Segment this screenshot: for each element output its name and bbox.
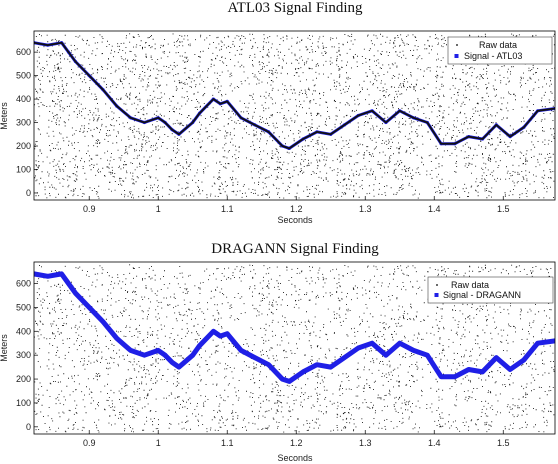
y-tick-label: 0 <box>26 422 31 432</box>
y-tick-label: 200 <box>16 374 31 384</box>
x-tick-label: 1 <box>156 438 161 448</box>
x-tick-label: 1.4 <box>428 438 441 448</box>
legend-marker-signal <box>454 54 459 58</box>
signal-line-path <box>34 41 555 150</box>
chart-title: ATL03 Signal Finding <box>227 0 363 16</box>
x-tick-label: 1.1 <box>221 204 234 214</box>
y-tick-label: 300 <box>16 118 31 128</box>
signal-points <box>34 271 555 384</box>
y-tick-label: 0 <box>26 188 31 198</box>
legend-label-raw: Raw data <box>451 280 489 290</box>
x-tick-label: 0.9 <box>83 438 96 448</box>
x-axis-label: Seconds <box>277 215 313 225</box>
x-tick-label: 0.9 <box>83 204 96 214</box>
y-tick-label: 600 <box>16 47 31 57</box>
chart-title: DRAGANN Signal Finding <box>211 241 379 257</box>
y-tick-label: 100 <box>16 164 31 174</box>
y-axis-ticks: 0 100 200 300 400 500 600 <box>16 47 38 198</box>
legend-marker-raw <box>436 284 438 286</box>
legend-marker-raw <box>456 44 458 46</box>
atl03-chart: ATL03 Signal Finding 0.9 1 1.1 1.2 1.3 1.4 1.5… <box>0 0 556 225</box>
signal-line <box>34 41 555 150</box>
x-axis-ticks: 0.9 1 1.1 1.2 1.3 1.4 1.5 <box>83 196 510 214</box>
y-axis-ticks: 0 100 200 300 400 500 600 <box>16 279 38 432</box>
x-tick-label: 1.1 <box>221 438 234 448</box>
y-tick-label: 500 <box>16 71 31 81</box>
plot-frame <box>33 30 556 201</box>
x-tick-label: 1.3 <box>359 438 372 448</box>
y-tick-label: 400 <box>16 326 31 336</box>
legend-marker-signal <box>434 293 439 297</box>
x-tick-label: 1.5 <box>497 438 510 448</box>
legend-label-signal: Signal - DRAGANN <box>443 290 521 300</box>
legend: Raw data Signal - ATL03 <box>447 36 553 65</box>
signal-trace <box>34 271 555 384</box>
legend-box <box>427 276 554 304</box>
legend-label-signal: Signal - ATL03 <box>464 51 522 61</box>
y-tick-label: 100 <box>16 398 31 408</box>
x-tick-label: 1.2 <box>290 204 303 214</box>
y-tick-label: 600 <box>16 279 31 289</box>
x-tick-label: 1 <box>156 204 161 214</box>
y-tick-label: 500 <box>16 302 31 312</box>
y-axis-label: Meters <box>0 334 9 362</box>
x-tick-label: 1.2 <box>290 438 303 448</box>
x-tick-label: 1.5 <box>497 204 510 214</box>
y-tick-label: 200 <box>16 141 31 151</box>
x-tick-label: 1.3 <box>359 204 372 214</box>
x-tick-label: 1.4 <box>428 204 441 214</box>
x-axis-ticks: 0.9 1 1.1 1.2 1.3 1.4 1.5 <box>83 430 510 448</box>
y-axis-label: Meters <box>0 102 9 130</box>
legend-box <box>447 36 553 65</box>
legend: Raw data Signal - DRAGANN <box>427 276 554 304</box>
y-tick-label: 400 <box>16 94 31 104</box>
dragann-chart: DRAGANN Signal Finding 0.9 1 1.1 1.2 1.3 1.4 1… <box>0 241 556 463</box>
y-tick-label: 300 <box>16 350 31 360</box>
x-axis-label: Seconds <box>277 453 313 463</box>
plot-frame <box>33 261 556 435</box>
legend-label-raw: Raw data <box>479 40 517 50</box>
